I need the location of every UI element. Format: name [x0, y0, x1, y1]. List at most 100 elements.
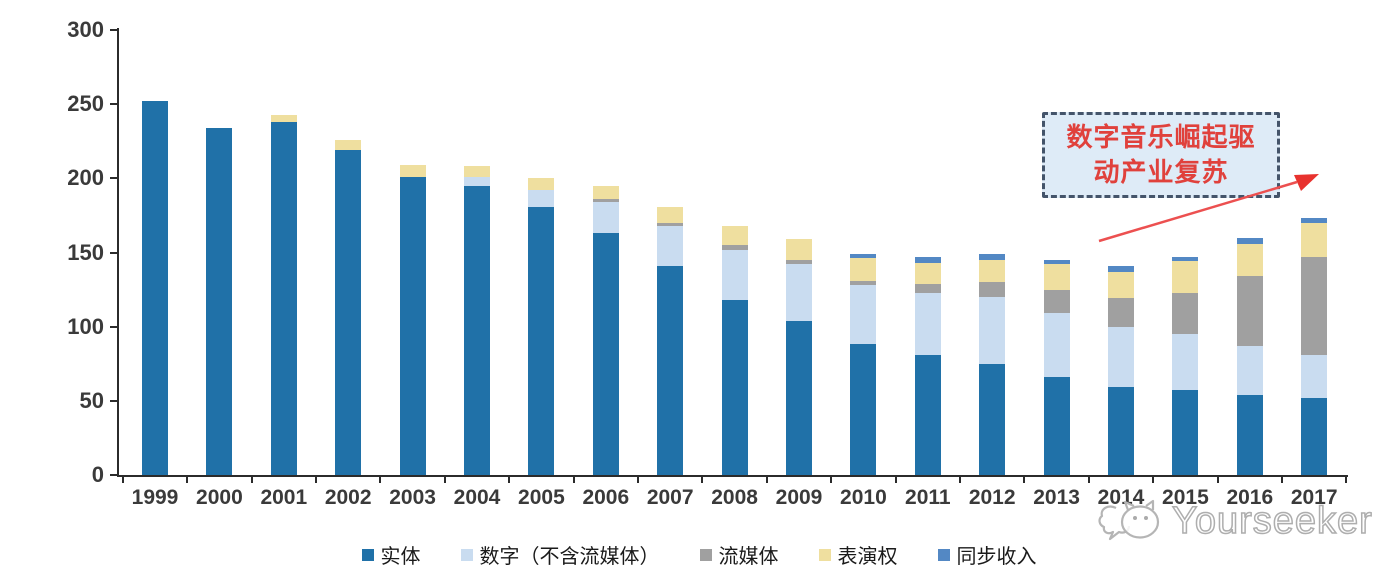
x-axis-tick-label: 2011: [905, 486, 951, 509]
x-axis-tick-label: 2014: [1097, 486, 1145, 509]
x-axis-tick-label: 2000: [196, 486, 243, 509]
x-axis-tick: [572, 477, 575, 483]
bar-segment-2003: [399, 164, 426, 177]
x-axis-tick: [701, 477, 704, 483]
bar-segment-2004: [464, 166, 490, 177]
x-axis-tick: [1281, 477, 1283, 483]
bar-segment-2009: [786, 320, 812, 475]
bar-segment-2007: [657, 206, 684, 223]
bar-segment-2000: [206, 127, 233, 475]
bar-segment-2017: [1301, 218, 1328, 223]
legend-item: 实体: [361, 540, 421, 569]
x-axis-tick-label: 2007: [646, 486, 694, 509]
bar-segment-2011: [914, 292, 941, 355]
bar-segment-2008: [721, 245, 748, 250]
bar-segment-2011: [914, 262, 941, 284]
bar-segment-2017: [1301, 222, 1328, 257]
bar-segment-2007: [657, 225, 684, 266]
y-axis-tick-label: 50: [79, 387, 104, 413]
bar-segment-2015: [1172, 256, 1199, 262]
x-axis-tick: [1023, 477, 1026, 483]
x-axis-tick-label: 2016: [1226, 486, 1274, 509]
watermark-brand: Yourseeker: [1171, 499, 1373, 543]
bar-segment-2012: [979, 259, 1006, 283]
x-axis-tick-label: 2002: [324, 486, 372, 509]
legend-item: 流媒体: [699, 540, 779, 569]
y-axis-tick: [110, 399, 117, 402]
bar-segment-2007: [657, 265, 684, 475]
y-axis-tick-label: 150: [67, 239, 104, 265]
legend-label: 数字（不含流媒体）: [479, 546, 660, 568]
y-axis-tick-label: 200: [67, 165, 104, 191]
x-axis-tick: [508, 477, 511, 483]
bar-segment-2017: [1301, 354, 1328, 398]
legend-swatch-icon: [460, 548, 473, 561]
y-axis-tick-label: 250: [67, 91, 104, 117]
x-axis-tick-label: 1999: [131, 486, 179, 509]
x-axis-tick: [121, 477, 124, 483]
annotation-text-line2: 动产业复苏: [1093, 157, 1229, 187]
bar-segment-2002: [335, 150, 362, 475]
bar-segment-2008: [721, 225, 748, 246]
x-axis-tick-label: 2008: [711, 486, 758, 509]
x-axis-tick: [186, 477, 189, 483]
legend-swatch-icon: [361, 548, 374, 561]
x-axis-tick: [765, 477, 768, 483]
bar-segment-2016: [1236, 345, 1263, 395]
bar-segment-2017: [1301, 256, 1328, 355]
legend-label: 表演权: [837, 546, 898, 568]
bar-segment-2006: [592, 185, 619, 200]
x-axis-tick: [379, 477, 382, 483]
y-axis-tick: [110, 325, 117, 328]
x-axis-tick-label: 2013: [1033, 486, 1080, 509]
bar-segment-2006: [592, 202, 619, 234]
bar-segment-2008: [721, 249, 748, 300]
x-axis-tick: [894, 477, 897, 483]
bar-segment-2006: [592, 233, 619, 475]
bar-segment-2011: [914, 283, 941, 293]
bar-segment-2013: [1043, 264, 1070, 290]
x-axis-tick-label: 2003: [389, 486, 436, 509]
watermark: Yourseeker: [1096, 496, 1373, 546]
legend-label: 同步收入: [956, 546, 1037, 568]
bar-segment-2008: [721, 299, 748, 475]
legend-item: 同步收入: [937, 540, 1037, 569]
bar-segment-2014: [1108, 387, 1134, 475]
bar-segment-2016: [1236, 243, 1263, 277]
y-axis-tick: [110, 177, 117, 180]
bar-segment-2010: [850, 253, 877, 259]
bar-segment-2012: [979, 253, 1006, 260]
x-axis-tick-label: 2001: [260, 486, 308, 509]
bar-segment-2013: [1043, 377, 1070, 475]
legend-label: 实体: [380, 546, 421, 568]
bar-segment-2009: [786, 239, 812, 260]
x-axis-tick-label: 2010: [840, 486, 887, 509]
bar-segment-2003: [399, 176, 426, 475]
bar-segment-2004: [464, 176, 490, 186]
x-axis-tick: [1152, 477, 1155, 483]
bar-segment-2015: [1172, 261, 1199, 293]
x-axis-tick: [250, 477, 253, 483]
yourseeker-logo-icon: [1098, 499, 1160, 541]
x-axis-tick-label: 2006: [582, 486, 630, 509]
bar-segment-2013: [1043, 313, 1070, 378]
y-axis-tick: [110, 103, 117, 106]
bar-segment-2010: [850, 280, 877, 286]
bar-segment-2001: [270, 114, 297, 122]
bar-segment-2014: [1108, 326, 1134, 388]
bar-segment-2005: [528, 178, 555, 191]
x-axis-tick: [1087, 477, 1090, 483]
x-axis-line: [117, 475, 1348, 477]
bar-segment-2010: [850, 258, 877, 281]
bar-segment-2010: [850, 344, 877, 475]
bar-segment-2005: [528, 206, 555, 475]
x-axis-tick: [443, 477, 446, 483]
bar-segment-2014: [1108, 271, 1134, 299]
x-axis-tick-label: 2004: [453, 486, 501, 509]
bar-segment-1999: [142, 101, 168, 475]
bar-segment-2005: [528, 190, 555, 207]
bar-segment-2012: [979, 282, 1006, 297]
x-axis-tick-label: 2015: [1162, 486, 1209, 509]
bar-segment-2014: [1108, 298, 1134, 327]
